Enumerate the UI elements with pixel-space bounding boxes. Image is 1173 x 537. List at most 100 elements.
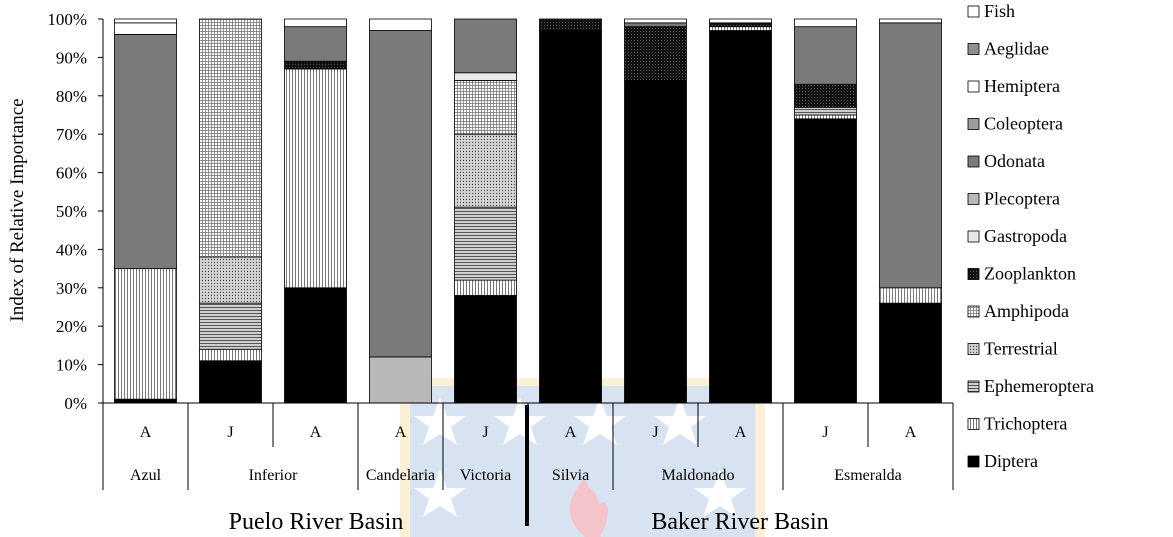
- bar-segment-odonata-azul-a: [114, 33, 177, 270]
- bar-segment-trichoptera-esmeralda-j: [794, 114, 857, 120]
- legend: Fish Aeglidae Hemiptera Coleoptera Odonata Pl…: [967, 1, 1094, 471]
- bar-segment-zooplankton-maldonado-a: [709, 22, 772, 28]
- y-tick-label: 90%: [56, 48, 87, 67]
- bar-segment-amphipoda-victoria-j: [454, 80, 517, 135]
- legend-swatch-trichoptera: [967, 418, 980, 430]
- bar-segment-fish-azul-a: [114, 18, 177, 24]
- x-site-label-inferior: Inferior: [249, 467, 299, 484]
- x-tick-label-season: J: [652, 424, 658, 441]
- bar-segment-hemiptera-azul-a: [114, 22, 177, 35]
- bar-segment-odonata-esmeralda-j: [794, 26, 857, 85]
- legend-swatch-aeglidae: [967, 43, 980, 55]
- bar-segment-diptera-victoria-j: [454, 295, 517, 404]
- bar-segment-hemiptera-inferior-a: [284, 18, 347, 28]
- y-tick-label: 40%: [56, 240, 87, 259]
- bar-segment-terrestrial-victoria-j: [454, 133, 517, 208]
- bar-segment-amphipoda-inferior-j: [199, 18, 262, 258]
- bar-segment-diptera-silvia-a: [539, 30, 602, 404]
- legend-label-aeglidae: Aeglidae: [984, 39, 1049, 59]
- x-tick-label-season: J: [227, 424, 233, 441]
- x-site-label-azul: Azul: [130, 467, 162, 484]
- bar-segment-diptera-inferior-j: [199, 360, 262, 404]
- legend-label-hemiptera: Hemiptera: [984, 76, 1060, 96]
- y-tick-label: 10%: [56, 356, 87, 375]
- y-axis-title: Index of Relative Importance: [7, 98, 28, 321]
- x-site-label-candelaria: Candelaria: [366, 467, 435, 484]
- bar-segment-trichoptera-azul-a: [114, 268, 177, 400]
- legend-swatch-hemiptera: [967, 80, 980, 93]
- bar-segment-fish-esmeralda-j: [794, 18, 857, 28]
- y-tick-label: 0%: [64, 394, 87, 413]
- x-site-label-maldonado: Maldonado: [662, 467, 735, 484]
- x-site-label-esmeralda: Esmeralda: [834, 467, 902, 484]
- x-tick-label-season: A: [565, 424, 577, 441]
- bar-segment-trichoptera-victoria-j: [454, 279, 517, 296]
- legend-swatch-terrestrial: [967, 343, 980, 355]
- legend-swatch-zooplankton: [967, 268, 980, 280]
- bar-segment-zooplankton-maldonado-j: [624, 26, 687, 81]
- legend-label-diptera: Diptera: [984, 451, 1038, 471]
- legend-label-amphipoda: Amphipoda: [984, 301, 1069, 321]
- x-site-label-victoria: Victoria: [460, 467, 511, 484]
- x-tick-label-season: A: [310, 424, 322, 441]
- legend-label-coleoptera: Coleoptera: [984, 114, 1063, 134]
- y-tick-label: 20%: [56, 317, 87, 336]
- legend-swatch-fish: [967, 5, 980, 18]
- bar-segment-odonata-victoria-j: [454, 18, 517, 74]
- legend-label-terrestrial: Terrestrial: [984, 339, 1058, 359]
- bar-segment-gastropoda-victoria-j: [454, 72, 517, 81]
- legend-swatch-plecoptera: [967, 193, 980, 205]
- bar-segment-odonata-esmeralda-a: [879, 22, 942, 289]
- bar-segment-ephemeroptera-inferior-j: [199, 302, 262, 350]
- legend-label-odonata: Odonata: [984, 151, 1045, 171]
- bars-layer: [114, 18, 942, 404]
- x-tick-label-season: J: [822, 424, 828, 441]
- x-tick-label-season: J: [482, 424, 488, 441]
- bar-segment-trichoptera-inferior-j: [199, 348, 262, 362]
- bar-segment-diptera-esmeralda-j: [794, 118, 857, 404]
- bar-segment-odonata-maldonado-j: [624, 22, 687, 28]
- bar-segment-hemiptera-maldonado-j: [624, 18, 687, 24]
- y-axis: 0% 10% 20% 30% 40% 50% 60% 70% 80% 90% 100%: [47, 10, 104, 413]
- x-tick-label-season: A: [905, 424, 917, 441]
- bar-segment-hemiptera-candelaria-a: [369, 18, 432, 31]
- bar-segment-diptera-maldonado-j: [624, 80, 687, 404]
- y-tick-label: 30%: [56, 279, 87, 298]
- legend-label-ephemeroptera: Ephemeroptera: [984, 376, 1094, 396]
- legend-swatch-amphipoda: [967, 305, 980, 318]
- bar-segment-zooplankton-inferior-a: [284, 60, 347, 70]
- bar-segment-zooplankton-esmeralda-j: [794, 83, 857, 108]
- bar-segment-trichoptera-inferior-a: [284, 68, 347, 289]
- bar-segment-diptera-esmeralda-a: [879, 302, 942, 404]
- bar-segment-diptera-inferior-a: [284, 287, 347, 404]
- bar-segment-fish-esmeralda-a: [879, 18, 942, 24]
- y-tick-label: 60%: [56, 164, 87, 183]
- y-tick-label: 80%: [56, 87, 87, 106]
- legend-label-gastropoda: Gastropoda: [984, 226, 1067, 246]
- basin-label-puelo: Puelo River Basin: [229, 509, 404, 535]
- basin-label-baker: Baker River Basin: [651, 509, 828, 535]
- bar-segment-zooplankton-silvia-a: [539, 18, 602, 31]
- legend-label-zooplankton: Zooplankton: [984, 264, 1076, 284]
- x-tick-label-season: A: [735, 424, 747, 441]
- legend-swatch-ephemeroptera: [967, 380, 980, 393]
- legend-swatch-gastropoda: [967, 230, 980, 243]
- bar-segment-hemiptera-maldonado-a: [709, 18, 772, 24]
- y-tick-label: 100%: [47, 10, 87, 29]
- legend-label-plecoptera: Plecoptera: [984, 189, 1060, 209]
- x-tick-label-season: A: [395, 424, 407, 441]
- bar-segment-trichoptera-maldonado-a: [709, 26, 772, 31]
- legend-swatch-odonata: [967, 155, 980, 168]
- bar-segment-diptera-azul-a: [114, 398, 177, 404]
- bar-segment-odonata-candelaria-a: [369, 30, 432, 358]
- y-tick-label: 70%: [56, 125, 87, 144]
- x-tick-label-season: A: [140, 424, 152, 441]
- x-axis: A J A A J A J A J A Azul Inferior Candelaria Victoria…: [102, 402, 954, 490]
- bar-segment-trichoptera-esmeralda-a: [879, 287, 942, 304]
- bar-segment-ephemeroptera-victoria-j: [454, 206, 517, 281]
- x-site-label-silvia: Silvia: [552, 467, 589, 484]
- bar-segment-plecoptera-candelaria-a: [369, 356, 432, 404]
- bar-segment-ephemeroptera-esmeralda-j: [794, 106, 857, 116]
